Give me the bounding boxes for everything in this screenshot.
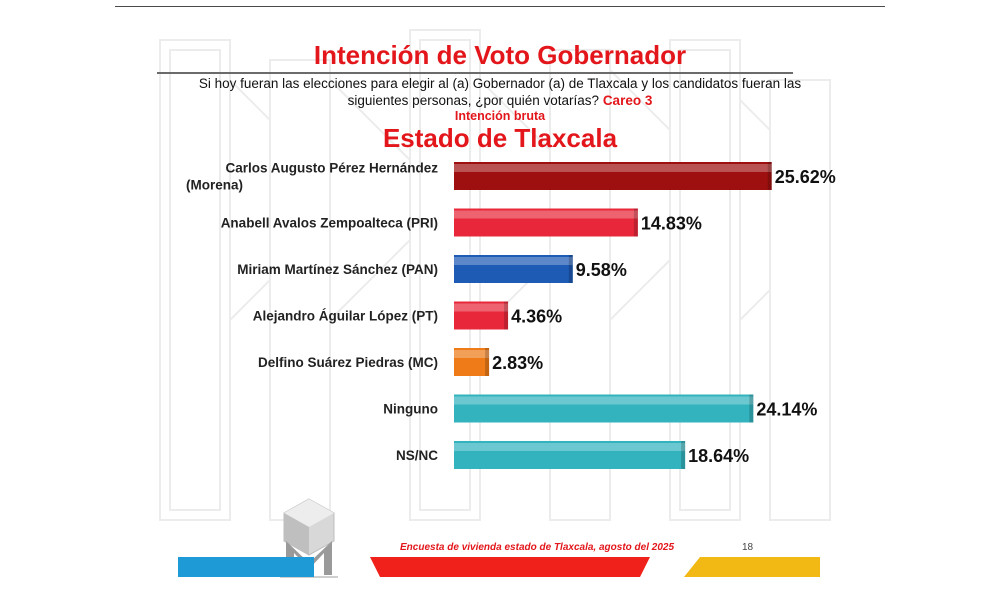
bar	[454, 348, 490, 376]
bar	[454, 208, 638, 237]
bar	[454, 394, 754, 423]
bar-value-label: 18.64%	[688, 446, 749, 466]
footer-yellow-band	[684, 557, 820, 577]
bar	[454, 301, 509, 330]
bar-highlight	[454, 303, 509, 312]
bar-highlight	[454, 396, 754, 405]
region-title: Estado de Tlaxcala	[382, 123, 618, 153]
bar-value-label: 2.83%	[492, 353, 543, 373]
bar-highlight	[454, 257, 573, 265]
footer-blue-block	[178, 557, 314, 577]
bar-value-label: 24.14%	[756, 400, 817, 420]
careo-label: Careo 3	[602, 93, 653, 108]
company-logo	[280, 498, 338, 578]
category-label: Carlos Augusto Pérez Hernández	[225, 161, 438, 176]
category-label: Miriam Martínez Sánchez (PAN)	[237, 262, 438, 277]
bar-edge	[681, 441, 686, 469]
bar-edge	[767, 162, 772, 190]
bar-value-label: 14.83%	[641, 214, 702, 234]
bar-edge	[749, 394, 754, 423]
title-underline	[157, 72, 793, 74]
bar-value-label: 4.36%	[511, 307, 562, 327]
bar	[454, 255, 573, 283]
chart-title: Intención de Voto Gobernador	[313, 40, 687, 70]
bar-highlight	[454, 164, 772, 172]
bar	[454, 162, 772, 190]
survey-question: Si hoy fueran las elecciones para elegir…	[170, 75, 830, 109]
top-rule	[115, 6, 885, 7]
bar-highlight	[454, 210, 638, 219]
footer-red-band	[370, 557, 650, 577]
footer-source: Encuesta de vivienda estado de Tlaxcala,…	[400, 542, 675, 553]
bar-value-label: 9.58%	[576, 260, 627, 280]
category-label: Anabell Avalos Zempoalteca (PRI)	[221, 216, 438, 231]
question-text: Si hoy fueran las elecciones para elegir…	[198, 76, 802, 108]
bar	[454, 441, 686, 469]
category-label: Delfino Suárez Piedras (MC)	[258, 355, 438, 370]
bar-edge	[485, 348, 490, 376]
bar-value-label: 25.62%	[775, 167, 836, 187]
category-label: (Morena)	[186, 178, 243, 193]
category-label: Alejandro Águilar López (PT)	[253, 309, 438, 324]
bar-edge	[568, 255, 573, 283]
bar-edge	[633, 208, 638, 237]
background-pattern	[159, 29, 831, 521]
bar-highlight	[454, 443, 686, 451]
bar-highlight	[454, 350, 490, 358]
page-number: 18	[742, 542, 754, 553]
chart-subtitle: Intención bruta	[454, 109, 546, 123]
bar-edge	[504, 301, 509, 330]
category-label: Ninguno	[383, 402, 438, 417]
category-label: NS/NC	[396, 448, 438, 463]
